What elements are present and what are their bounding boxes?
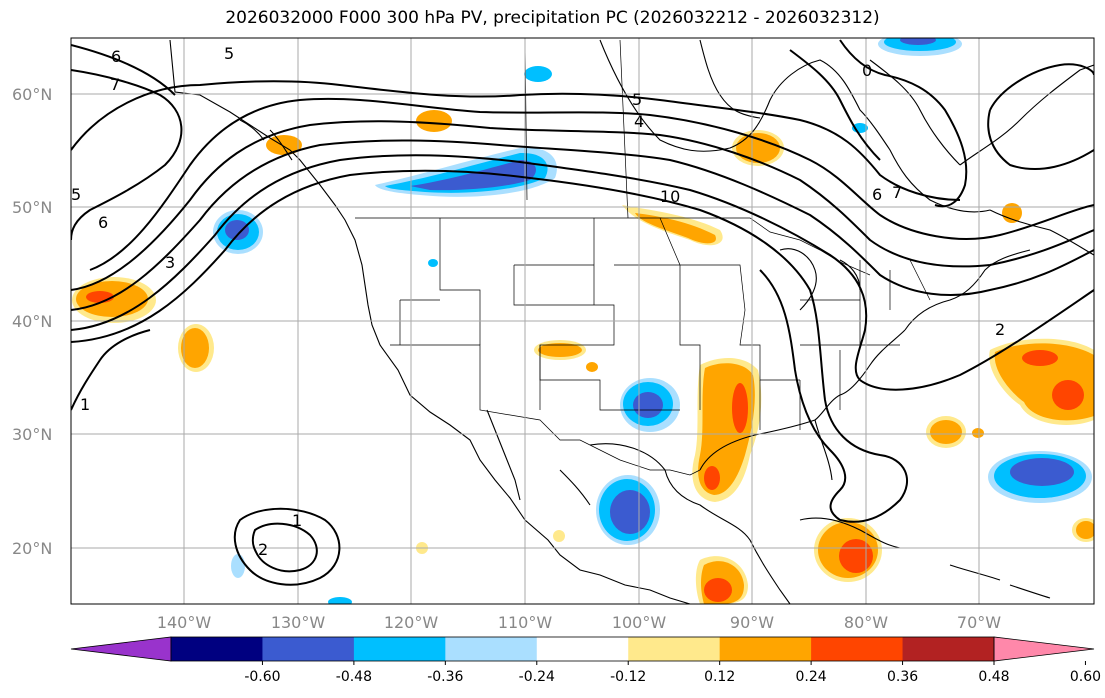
precip-pos-small-2 — [553, 530, 565, 542]
lon-label: 120°W — [384, 613, 439, 632]
precip-pos-cuba-strong — [839, 539, 873, 573]
map-frame — [70, 37, 1095, 605]
precip-pos-small-1 — [586, 362, 598, 372]
colorbar-segment — [353, 637, 446, 661]
colorbar-tick-label: 0.60 — [1070, 669, 1101, 685]
colorbar-ticks: -0.60 -0.48 -0.36 -0.24 -0.12 0.12 0.24 0.36 0.4… — [244, 661, 1101, 685]
precip-pos-newfound — [1002, 203, 1022, 223]
contour-label: 5 — [71, 185, 81, 204]
precip-pos-pacific-strong — [86, 291, 114, 303]
precip-neg-north-strong — [900, 38, 936, 45]
colorbar-tick-label: 0.48 — [978, 669, 1009, 685]
contour-label: 3 — [165, 253, 175, 272]
colorbar-extend-high — [993, 636, 1095, 662]
precip-pos-lakes-mid — [635, 213, 716, 244]
lat-label: 30°N — [12, 425, 52, 444]
contour-label: 6 — [872, 185, 882, 204]
colorbar: -0.60 -0.48 -0.36 -0.24 -0.12 0.12 0.24 0.36 0.4… — [70, 636, 1101, 685]
precip-pos-colorado-mid — [538, 343, 582, 357]
colorbar-segment — [171, 637, 263, 661]
lon-label: 100°W — [612, 613, 667, 632]
colorbar-tick-label: -0.24 — [519, 669, 555, 685]
contour-label: 5 — [224, 44, 234, 63]
latitude-labels: 60°N 50°N 40°N 30°N 20°N — [12, 85, 52, 558]
colorbar-tick-label: -0.36 — [427, 669, 463, 685]
precip-pos-yucatan-strong — [704, 578, 732, 602]
contour-label: 7 — [892, 183, 902, 202]
lon-label: 130°W — [271, 613, 326, 632]
contour-label: 2 — [995, 320, 1005, 339]
precip-neg-mexico-strong — [610, 490, 650, 534]
colorbar-tick-label: -0.12 — [610, 669, 646, 685]
colorbar-segment — [536, 637, 629, 661]
contour-label: 1 — [80, 395, 90, 414]
precip-pos-atl3 — [972, 428, 984, 438]
colorbar-segments — [70, 636, 1095, 662]
lat-label: 60°N — [12, 85, 52, 104]
lat-label: 50°N — [12, 198, 52, 217]
colorbar-tick-label: 0.24 — [796, 669, 827, 685]
colorbar-segment — [811, 637, 904, 661]
lon-label: 80°W — [844, 613, 888, 632]
precip-pos-atl-strong — [1022, 350, 1058, 366]
precip-neg-small-3 — [328, 597, 352, 604]
contour-label: 4 — [634, 112, 644, 131]
precip-pos-bc — [416, 110, 452, 132]
contour-label: 0 — [862, 61, 872, 80]
precip-neg-prairies-strong — [410, 160, 536, 191]
colorbar-tick-label: -0.60 — [244, 669, 280, 685]
contour-label: 1 — [292, 511, 302, 530]
precip-neg-texas-strong — [633, 392, 663, 418]
colorbar-segment — [628, 637, 721, 661]
precip-pos-gulf-strong2 — [704, 466, 720, 490]
political-borders — [355, 39, 931, 476]
lon-label: 70°W — [957, 613, 1001, 632]
precip-neg-yukon — [524, 66, 552, 82]
colorbar-segment — [262, 637, 355, 661]
lon-label: 90°W — [730, 613, 774, 632]
lon-label: 110°W — [498, 613, 553, 632]
colorbar-tick-label: 0.12 — [704, 669, 735, 685]
contour-label: 5 — [632, 90, 642, 109]
lat-label: 40°N — [12, 312, 52, 331]
lon-label: 140°W — [157, 613, 212, 632]
contour-label: 2 — [258, 540, 268, 559]
colorbar-segment — [445, 637, 538, 661]
precip-neg-atlantic-strong — [1010, 458, 1074, 486]
lat-label: 20°N — [12, 539, 52, 558]
precip-pos-ontario-mid — [736, 133, 780, 163]
colorbar-outline — [170, 636, 995, 662]
pv-contour-labels: 6 5 7 6 5 3 5 4 10 7 6 2 1 1 2 0 — [71, 44, 1005, 559]
precip-pos-gulf-strong — [732, 383, 748, 433]
contour-label: 6 — [111, 47, 121, 66]
colorbar-segment — [902, 637, 995, 661]
pv-contours — [71, 39, 1094, 586]
coastlines — [169, 39, 1094, 604]
chart-title: 2026032000 F000 300 hPa PV, precipitatio… — [225, 8, 880, 28]
precip-neg-small-1 — [428, 259, 438, 267]
precip-pos-pacific2-mid — [181, 328, 209, 368]
colorbar-extend-low — [70, 636, 172, 662]
precip-pos-atl4-mid — [1076, 521, 1094, 539]
colorbar-segment — [719, 637, 812, 661]
colorbar-tick-label: -0.48 — [336, 669, 372, 685]
precip-neg-small-2 — [231, 554, 245, 578]
contour-label: 10 — [660, 187, 680, 206]
precip-neg-pacific-strong — [225, 220, 249, 240]
contour-label: 6 — [98, 213, 108, 232]
precip-pos-atl-strong2 — [1052, 380, 1084, 410]
colorbar-tick-label: 0.36 — [887, 669, 918, 685]
precip-pos-atl2-mid — [930, 420, 962, 444]
contour-label: 7 — [110, 75, 120, 94]
longitude-labels: 140°W 130°W 120°W 110°W 100°W 90°W 80°W … — [157, 613, 1001, 632]
precip-pos-alaska — [266, 135, 302, 155]
